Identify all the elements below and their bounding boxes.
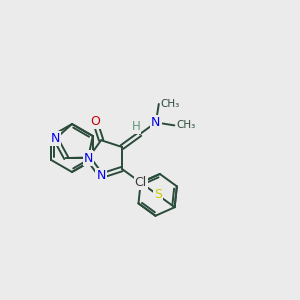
Text: CH₃: CH₃ [176,120,196,130]
Text: N: N [97,169,106,182]
Text: N: N [51,132,60,145]
Text: O: O [90,115,100,128]
Text: S: S [84,151,92,164]
Text: Cl: Cl [135,176,147,189]
Text: N: N [151,116,160,129]
Text: H: H [131,120,140,133]
Text: N: N [83,152,93,164]
Text: S: S [154,188,162,201]
Text: CH₃: CH₃ [161,99,180,109]
